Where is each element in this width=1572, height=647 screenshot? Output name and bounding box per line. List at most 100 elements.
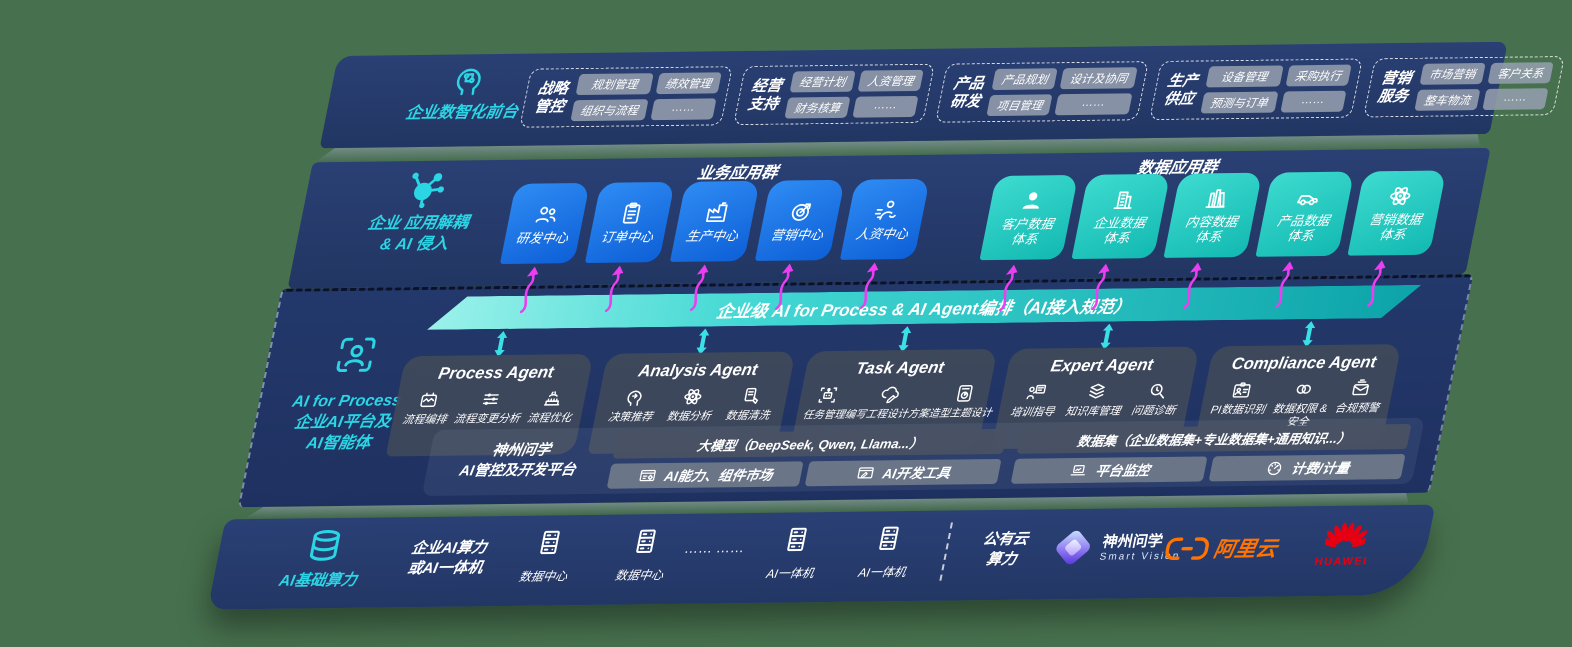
app-box-label: 客户数据 体系: [1000, 216, 1056, 247]
brain-icon: [447, 62, 490, 99]
cell-ai-capability-market: AI能力、组件市场: [606, 460, 804, 489]
agent-title: Compliance Agent: [1230, 353, 1378, 374]
platform-dataset-group: 数据集（企业数据集+专业数据集+通用知识...） 平台监控 计费/计量: [1010, 423, 1412, 484]
chip: 整车物流: [1414, 89, 1481, 111]
group-strategy: 战略管控 规划管理 绩效管理 组织与流程 ……: [519, 66, 733, 128]
cell-label: 平台监控: [1093, 463, 1151, 479]
platform-model-group: 大模型（DeepSeek, Qwen, Llama...） AI能力、组件市场 …: [606, 428, 1008, 489]
chip: 经营计划: [789, 70, 856, 93]
cell-label: 计费/计量: [1289, 460, 1351, 477]
architecture-stack: 企业数智化前台 战略管控 规划管理 绩效管理 组织与流程 …… 经营支持 经营计…: [207, 41, 1565, 610]
agent-item-label: 编写工程设计方案: [843, 407, 931, 421]
platform-name-line1: 神州问学: [490, 442, 552, 460]
model-row: 大模型（DeepSeek, Qwen, Llama...）: [612, 428, 1008, 459]
chip: 客户关系: [1487, 62, 1554, 84]
infra-layer: AI基础算力 企业AI算力 或AI一体机 数据中心 数据中心 …… …… AI一…: [207, 504, 1436, 610]
training-icon: [1023, 381, 1049, 403]
agent-item-label: 流程编排: [401, 413, 448, 427]
chip: ……: [650, 98, 717, 121]
cell-ai-dev-tools: AI开发工具: [804, 458, 1002, 486]
app-box-production-center: 生产中心: [669, 180, 760, 262]
agent-item-label: 造型主题设计: [927, 407, 994, 420]
chip: 预测与订单: [1200, 91, 1279, 114]
node-ai-appliance-2: AI一体机: [833, 521, 941, 581]
atom-icon: [1385, 183, 1416, 209]
dashed-divider: [939, 522, 953, 581]
node-ai-appliance-1: AI一体机: [741, 522, 849, 582]
group-title: 经营支持: [746, 77, 784, 113]
app-box-hr-center: 人资中心: [839, 178, 930, 260]
app-layer-label-line1: 企业 应用解耦: [366, 214, 471, 233]
double-arrow-icon: [489, 331, 512, 357]
infra-label-block: AI基础算力: [251, 525, 394, 592]
window-pencil-icon: [854, 463, 877, 482]
server-icon: [779, 522, 816, 556]
alicloud-logo-text: 阿里云: [1211, 537, 1280, 562]
node-label: AI一体机: [765, 566, 816, 581]
chip: ……: [852, 95, 919, 118]
cell-platform-monitoring: 平台监控: [1010, 455, 1208, 484]
chip: 采购执行: [1285, 64, 1352, 87]
huawei-logo: HUAWEI: [1305, 519, 1385, 568]
app-box-enterprise-data: 企业数据 体系: [1071, 173, 1171, 259]
app-box-content-data: 内容数据 体系: [1163, 172, 1263, 258]
chip: 项目管理: [986, 94, 1053, 117]
group-production-supply: 生产供应 设备管理 采购执行 预测与订单 ……: [1148, 58, 1363, 121]
sliders-icon: [478, 388, 504, 410]
app-layer-label-line2: & AI 侵入: [378, 235, 450, 254]
database-icon: [301, 526, 349, 567]
chip: ……: [1279, 90, 1347, 113]
diagnose-icon: [1144, 380, 1170, 402]
clipboard-icon: [616, 200, 647, 226]
data-app-row: 客户数据 体系 企业数据 体系 内容数据 体系 产品数据 体系 营销数据 体系: [979, 170, 1447, 260]
app-box-label: 内容数据 体系: [1184, 214, 1240, 245]
node-datacenter-1: 数据中心: [494, 525, 602, 585]
business-app-row: 研发中心 订单中心 生产中心 营销中心 人资中心: [499, 178, 930, 264]
app-box-label: 研发中心: [514, 229, 570, 246]
group-title: 战略管控: [532, 79, 570, 116]
chip: 规划管理: [575, 73, 654, 96]
chip: 设计及协同: [1059, 67, 1138, 90]
gauge-icon: [1263, 458, 1286, 477]
app-box-label: 产品数据 体系: [1276, 212, 1332, 244]
theme-design-icon: [951, 382, 977, 404]
infra-label: AI基础算力: [277, 571, 359, 590]
node-label: 数据中心: [613, 568, 665, 583]
app-box-customer-data: 客户数据 体系: [979, 174, 1079, 260]
group-title: 生产供应: [1162, 71, 1200, 108]
agent-title: Expert Agent: [1049, 356, 1155, 376]
server-icon: [532, 525, 569, 559]
front-groups: 战略管控 规划管理 绩效管理 组织与流程 …… 经营支持 经营计划 人资管理 财…: [519, 56, 1565, 128]
agent-item-label: 知识库管理: [1064, 405, 1122, 419]
agent-item-label: 问题诊断: [1130, 404, 1177, 418]
agent-title: Task Agent: [854, 358, 946, 378]
alicloud-bracket-icon: [1162, 534, 1212, 563]
huawei-logo-text: HUAWEI: [1313, 555, 1369, 569]
chip: 产品规划: [991, 68, 1058, 91]
robot-task-icon: [815, 384, 841, 406]
huawei-flower-icon: [1323, 519, 1370, 554]
agent-item-label: 任务管理: [801, 408, 847, 422]
factory-icon: [701, 199, 732, 225]
app-box-marketing-center: 营销中心: [754, 179, 845, 261]
group-title: 营销服务: [1376, 69, 1414, 105]
agent-item-label: 流程优化: [525, 412, 573, 425]
front-office-layer: 企业数智化前台 战略管控 规划管理 绩效管理 组织与流程 …… 经营支持 经营计…: [319, 41, 1565, 149]
agent-title: Process Agent: [436, 363, 556, 383]
double-arrow-icon: [691, 328, 714, 354]
building-icon: [1109, 186, 1140, 212]
platform-band: 神州问学 AI管控及开发平台 大模型（DeepSeek, Qwen, Llama…: [421, 417, 1425, 497]
chip: ……: [1482, 88, 1549, 111]
app-box-order-center: 订单中心: [584, 181, 675, 263]
group-product-rd: 产品研发 产品规划 设计及协同 项目管理 ……: [935, 61, 1149, 123]
team-icon: [531, 201, 562, 227]
molecule-icon: [400, 167, 450, 210]
cell-label: AI能力、组件市场: [662, 467, 774, 485]
chip: 人资管理: [857, 69, 924, 92]
chip: 绩效管理: [655, 72, 722, 95]
agent-title: Analysis Agent: [636, 360, 760, 381]
app-box-label: 营销中心: [769, 226, 825, 243]
agent-item-label: 合规预警: [1333, 402, 1381, 415]
agent-item-label: PI数据识别: [1209, 403, 1267, 417]
